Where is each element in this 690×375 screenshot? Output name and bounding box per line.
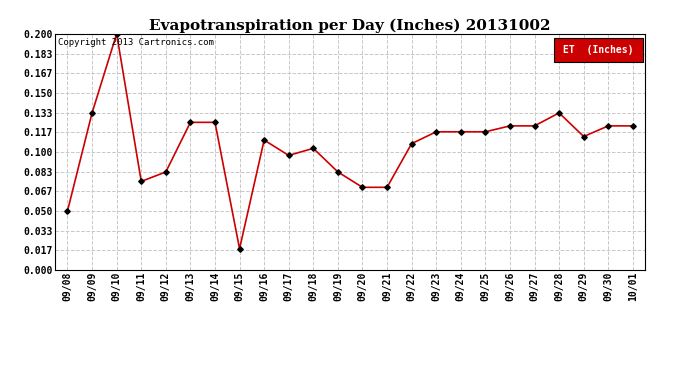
FancyBboxPatch shape [553, 39, 643, 62]
Text: ET  (Inches): ET (Inches) [563, 45, 634, 55]
Title: Evapotranspiration per Day (Inches) 20131002: Evapotranspiration per Day (Inches) 2013… [150, 18, 551, 33]
Text: Copyright 2013 Cartronics.com: Copyright 2013 Cartronics.com [58, 39, 214, 48]
